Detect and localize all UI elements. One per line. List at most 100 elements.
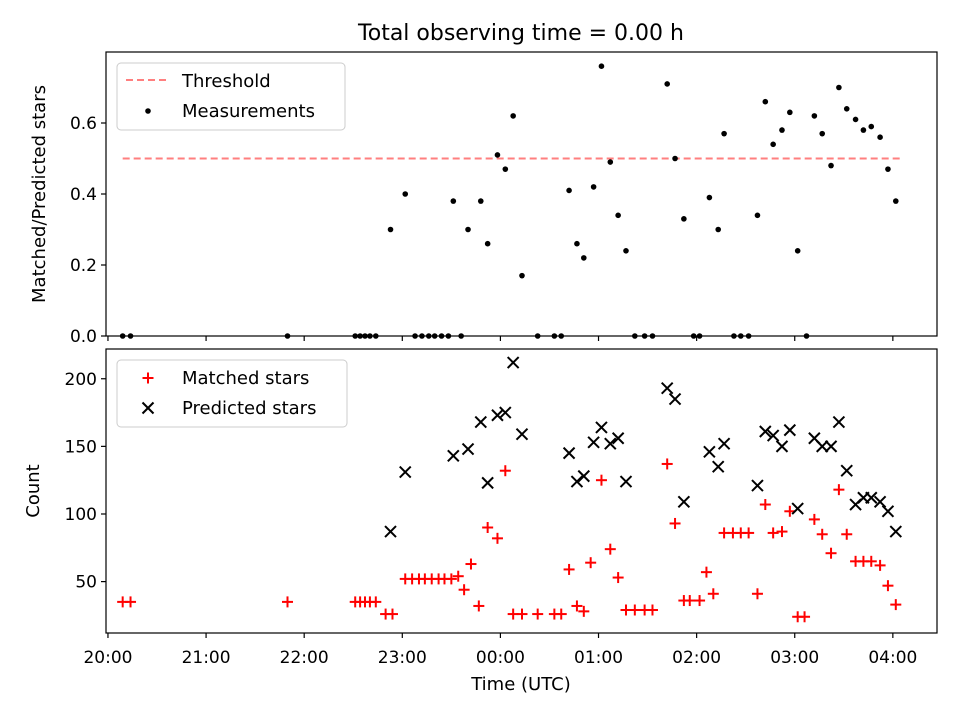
measurement-point [868, 123, 875, 130]
bottom-y-tick-label: 200 [65, 370, 97, 390]
predicted-star-point [660, 382, 674, 395]
matched-star-point [825, 547, 837, 559]
measurement-point [836, 84, 842, 91]
predicted-star-point [481, 476, 494, 490]
measurement-point [566, 187, 572, 194]
measurement-point [787, 109, 793, 116]
predicted-star-point [840, 464, 853, 477]
measurement-point [607, 159, 614, 165]
predicted-star-point [506, 356, 520, 369]
predicted-star-point [766, 429, 780, 442]
measurement-point [672, 155, 678, 162]
matched-star-point [629, 604, 641, 616]
measurement-point [615, 212, 621, 219]
predicted-star-point [717, 437, 731, 450]
predicted-star-point [570, 475, 584, 488]
bottom-axes-frame [105, 348, 938, 634]
matched-star-point [571, 600, 583, 612]
bottom-legend: Matched stars Predicted stars [116, 359, 348, 428]
matched-star-point [874, 559, 886, 571]
bottom-y-tick-label: 50 [75, 573, 97, 593]
top-y-tick-label: 0.6 [70, 114, 97, 134]
measurement-point [450, 198, 457, 204]
measurement-point [494, 152, 501, 158]
matched-star-point [516, 608, 528, 620]
x-tick-label: 20:00 [83, 648, 132, 668]
measurement-point [598, 63, 605, 69]
predicted-star-point [577, 469, 591, 483]
measurement-point [892, 198, 899, 204]
matched-star-point [767, 527, 779, 539]
measurement-point [590, 184, 597, 190]
top-y-tick-label: 0.4 [70, 185, 97, 205]
measurement-point [828, 162, 834, 169]
predicted-star-point [873, 495, 887, 509]
measurement-point [681, 216, 687, 222]
matched-star-point [865, 555, 877, 567]
measurement-point [843, 106, 850, 112]
matched-star-point [499, 465, 511, 477]
matched-star-point [612, 572, 624, 584]
matched-star-point [661, 458, 673, 470]
predicted-star-point [447, 449, 460, 463]
legend-matched-marker [142, 372, 154, 384]
matched-star-point [700, 566, 712, 578]
predicted-star-point [474, 415, 487, 429]
matched-star-point [776, 526, 788, 538]
matched-star-point [759, 499, 771, 511]
chart-title: Total observing time = 0.00 h [357, 21, 684, 46]
matched-star-point [646, 604, 658, 616]
measurement-point [510, 113, 516, 119]
x-axis-label: Time (UTC) [470, 674, 571, 695]
measurement-point [465, 226, 471, 233]
matched-star-point [282, 596, 294, 608]
top-legend: Threshold Measurements [116, 62, 346, 131]
matched-star-point [386, 608, 398, 620]
predicted-star-point [865, 491, 878, 504]
legend-measurements-swatch [145, 108, 151, 114]
predicted-star-point [604, 437, 617, 450]
measurement-point [574, 240, 580, 247]
measurement-point [502, 166, 509, 172]
matched-star-point [532, 608, 544, 620]
legend-measurements-label: Measurements [182, 101, 315, 122]
matched-star-point [370, 596, 382, 608]
matched-star-point [751, 588, 763, 600]
x-tick-label: 01:00 [574, 648, 623, 668]
measurement-point [623, 248, 629, 254]
measurement-point [519, 272, 525, 279]
measurement-point [581, 255, 587, 261]
matched-star-point [578, 605, 590, 617]
matched-star-point [445, 573, 457, 585]
measurement-point [885, 166, 891, 172]
predicted-star-point [499, 406, 512, 419]
matched-star-point [841, 528, 853, 540]
x-tick-label: 21:00 [182, 648, 231, 668]
matched-star-point [707, 588, 719, 600]
x-tick-label: 23:00 [378, 648, 427, 668]
predicted-star-point [832, 415, 846, 429]
bottom-y-axis-label: Count [23, 464, 44, 517]
top-y-tick-label: 0.2 [70, 256, 97, 276]
predicted-star-point [889, 525, 903, 538]
measurement-point [715, 226, 722, 233]
predicted-star-point [619, 475, 633, 488]
legend-predicted-marker [141, 401, 155, 415]
bottom-y-tick-label: 100 [65, 505, 97, 525]
measurement-point [852, 116, 859, 123]
predicted-star-point [399, 465, 412, 479]
matched-star-point [784, 505, 796, 517]
predicted-star-point [759, 425, 772, 438]
x-tick-label: 02:00 [672, 648, 721, 668]
predicted-star-point [595, 421, 608, 434]
measurement-point [794, 248, 801, 254]
matched-star-point [465, 558, 477, 570]
predicted-star-point [562, 446, 576, 460]
measurement-point [811, 113, 818, 119]
matched-star-point [694, 595, 706, 607]
legend-threshold-label: Threshold [181, 71, 271, 92]
x-tick-label: 22:00 [280, 648, 329, 668]
predicted-star-point [677, 495, 691, 509]
predicted-star-point [611, 432, 625, 445]
matched-star-point [816, 528, 828, 540]
